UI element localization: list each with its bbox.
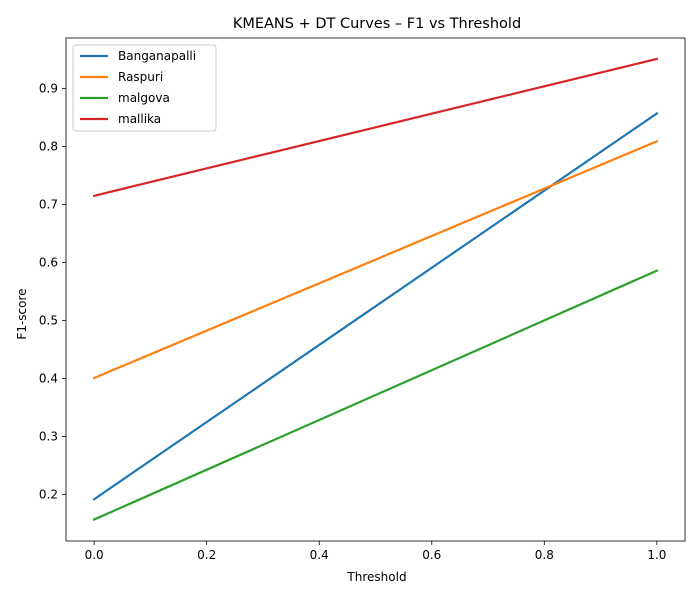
y-axis-label: F1-score (15, 288, 29, 339)
legend-label: Raspuri (118, 70, 163, 84)
y-tick-label: 0.6 (39, 256, 58, 270)
plot-lines (92, 57, 659, 521)
legend-label: Banganapalli (118, 49, 196, 63)
x-axis-label: Threshold (346, 570, 406, 584)
legend-label: mallika (118, 112, 161, 126)
y-tick-label: 0.8 (39, 139, 58, 153)
legend: Banganapalli Raspuri malgova mallika (72, 44, 217, 132)
y-tick-label: 0.5 (39, 314, 58, 328)
series-line-1 (92, 111, 659, 501)
y-tick-label: 0.4 (39, 372, 58, 386)
legend-label: malgova (118, 91, 170, 105)
x-tick-label: 0.0 (85, 548, 104, 562)
legend-box (72, 44, 217, 132)
x-axis-ticks: 0.0 0.2 0.4 0.6 0.8 1.0 (85, 541, 666, 562)
y-axis-ticks: 0.2 0.3 0.4 0.5 0.6 0.7 0.8 0.9 (39, 81, 66, 502)
x-tick-label: 1.0 (647, 548, 666, 562)
series-line-3 (92, 269, 659, 521)
plot-frame (65, 37, 686, 542)
x-tick-label: 0.8 (535, 548, 554, 562)
x-tick-label: 0.4 (310, 548, 329, 562)
y-tick-label: 0.2 (39, 488, 58, 502)
chart-title: KMEANS + DT Curves – F1 vs Threshold (233, 16, 521, 32)
series-line-4 (92, 57, 659, 198)
series-line-2 (92, 139, 659, 380)
y-tick-label: 0.7 (39, 198, 58, 212)
x-tick-label: 0.2 (197, 548, 216, 562)
x-tick-label: 0.6 (422, 548, 441, 562)
y-tick-label: 0.3 (39, 430, 58, 444)
y-tick-label: 0.9 (39, 81, 58, 95)
